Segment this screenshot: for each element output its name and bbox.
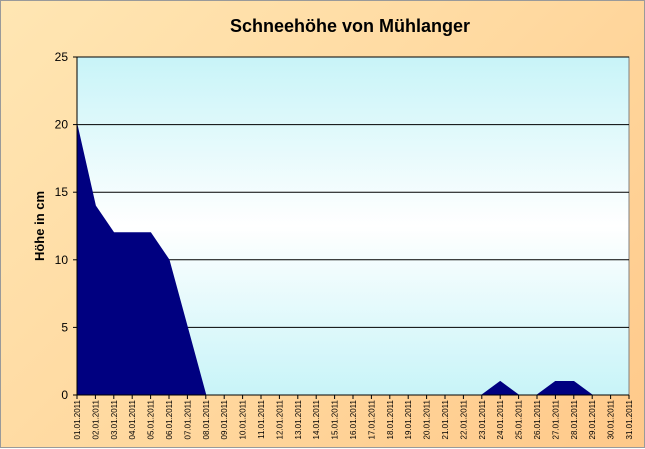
- x-tick-label: 01.01.2011: [73, 399, 82, 439]
- x-tick-label: 13.01.2011: [294, 399, 303, 439]
- x-tick-label: 19.01.2011: [404, 399, 413, 439]
- y-axis-label: Höhe in cm: [32, 191, 47, 261]
- x-tick-labels: 01.01.2011 02.01.2011 03.01.2011 04.01.2011…: [73, 399, 634, 439]
- x-tick-label: 20.01.2011: [423, 399, 432, 439]
- chart-title: Schneehöhe von Mühlanger: [230, 16, 470, 36]
- x-tick-label: 09.01.2011: [220, 399, 229, 439]
- x-tick-label: 03.01.2011: [110, 399, 119, 439]
- x-tick-label: 06.01.2011: [165, 399, 174, 439]
- x-tick-label: 18.01.2011: [386, 399, 395, 439]
- x-tick-label: 12.01.2011: [275, 399, 284, 439]
- x-tick-label: 14.01.2011: [312, 399, 321, 439]
- x-tick-label: 11.01.2011: [257, 399, 266, 438]
- x-tick-label: 28.01.2011: [570, 399, 579, 439]
- y-tick-label: 20: [55, 118, 69, 132]
- x-tick-label: 17.01.2011: [367, 399, 376, 439]
- x-tick-label: 31.01.2011: [625, 399, 634, 439]
- x-tick-label: 30.01.2011: [607, 399, 616, 439]
- x-tick-label: 02.01.2011: [91, 399, 100, 439]
- axes: [73, 56, 630, 399]
- x-tick-label: 23.01.2011: [478, 399, 487, 439]
- x-tick-label: 27.01.2011: [551, 399, 560, 439]
- x-tick-label: 05.01.2011: [147, 399, 156, 439]
- y-tick-label: 15: [55, 185, 69, 199]
- x-tick-label: 16.01.2011: [349, 399, 358, 439]
- y-tick-labels: 0 5 10 15 20 25: [55, 50, 69, 402]
- x-tick-label: 08.01.2011: [202, 399, 211, 439]
- y-tick-label: 5: [61, 320, 68, 334]
- x-tick-label: 10.01.2011: [239, 399, 248, 439]
- x-tick-label: 21.01.2011: [441, 399, 450, 439]
- x-tick-label: 15.01.2011: [331, 399, 340, 439]
- x-tick-label: 22.01.2011: [459, 399, 468, 439]
- x-tick-label: 07.01.2011: [183, 399, 192, 439]
- y-tick-label: 10: [55, 253, 69, 267]
- x-tick-label: 04.01.2011: [128, 399, 137, 439]
- x-tick-label: 26.01.2011: [533, 399, 542, 439]
- x-tick-label: 29.01.2011: [588, 399, 597, 439]
- y-tick-label: 0: [61, 388, 68, 402]
- x-tick-label: 25.01.2011: [515, 399, 524, 439]
- y-tick-label: 25: [55, 50, 69, 64]
- x-tick-label: 24.01.2011: [496, 399, 505, 439]
